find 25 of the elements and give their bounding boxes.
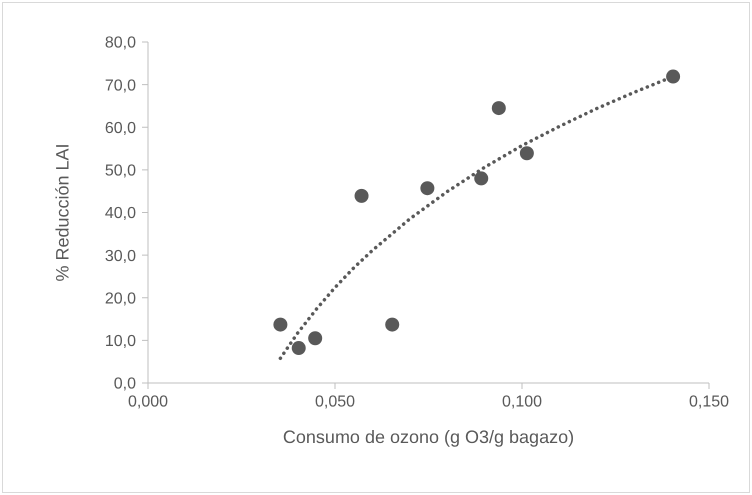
y-tick-label: 80,0 <box>104 34 136 52</box>
point <box>492 101 506 116</box>
point <box>666 70 680 84</box>
point <box>520 146 534 160</box>
point <box>420 181 434 196</box>
x-tick-label: 0,000 <box>128 393 168 410</box>
point <box>354 188 369 203</box>
point <box>308 331 322 346</box>
y-tick-label: 20,0 <box>104 290 136 308</box>
point <box>385 318 400 332</box>
y-tick-label: 0,0 <box>114 376 136 393</box>
y-tick-label: 40,0 <box>104 205 136 222</box>
y-tick-label: 30,0 <box>104 248 136 265</box>
y-tick-label: 60,0 <box>104 120 136 137</box>
x-tick-label: 0,100 <box>502 393 542 410</box>
x-tick-label: 0,150 <box>688 393 730 410</box>
point <box>273 318 288 332</box>
point <box>474 171 488 186</box>
point <box>292 341 306 356</box>
y-tick-label: 10,0 <box>104 333 136 350</box>
x-axis-title: Consumo de ozono (g O3/g bagazo) <box>282 427 574 447</box>
y-tick-label: 70,0 <box>104 77 136 94</box>
y-tick-label: 50,0 <box>104 162 136 180</box>
y-axis-title: % Reducción LAI <box>52 143 72 282</box>
x-tick-label: 0,050 <box>314 393 356 410</box>
